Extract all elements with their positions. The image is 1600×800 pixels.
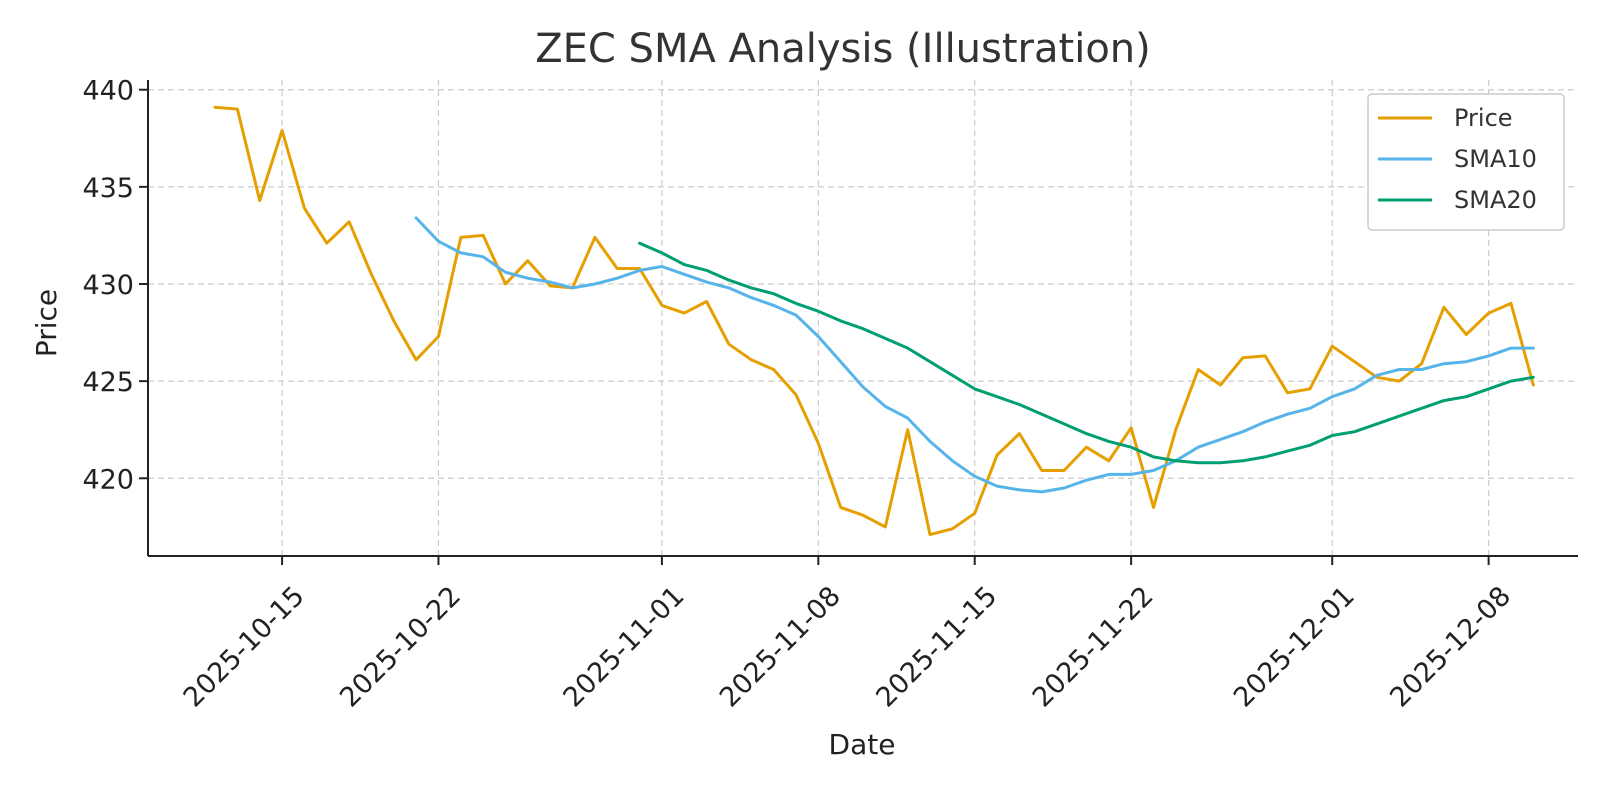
grid-lines: [148, 80, 1578, 556]
x-axis-ticks: 2025-10-15 2025-10-22 2025-11-01 2025-11-08…: [178, 556, 1517, 713]
x-axis-label: Date: [829, 728, 896, 761]
axes: [147, 80, 1578, 557]
x-tick-label: 2025-11-08: [714, 581, 847, 714]
legend-label-price: Price: [1454, 104, 1513, 132]
y-axis-label: Price: [30, 289, 63, 357]
legend-label-sma10: SMA10: [1454, 145, 1537, 173]
series-line-sma10: [414, 216, 1535, 494]
y-tick-label: 420: [82, 464, 134, 495]
legend-label-sma20: SMA20: [1454, 186, 1537, 214]
y-tick-label: 430: [82, 270, 134, 301]
x-tick-label: 2025-11-15: [870, 581, 1003, 714]
x-tick-label: 2025-12-08: [1384, 581, 1517, 714]
y-axis-ticks: 420 425 430 435 440: [82, 76, 148, 495]
chart-title: ZEC SMA Analysis (Illustration): [535, 26, 1151, 72]
x-tick-label: 2025-11-22: [1027, 581, 1160, 714]
series-line-sma20: [638, 241, 1535, 465]
legend: Price SMA10 SMA20: [1367, 93, 1565, 231]
y-tick-label: 435: [82, 173, 134, 204]
x-tick-label: 2025-10-15: [178, 581, 311, 714]
y-tick-label: 425: [82, 367, 134, 398]
y-tick-label: 440: [82, 76, 134, 107]
x-tick-label: 2025-12-01: [1228, 581, 1361, 714]
x-tick-label: 2025-10-22: [334, 581, 467, 714]
series-lines: [213, 105, 1535, 537]
series-line-price: [213, 105, 1535, 537]
x-tick-label: 2025-11-01: [558, 581, 691, 714]
legend-box: [1367, 93, 1565, 231]
